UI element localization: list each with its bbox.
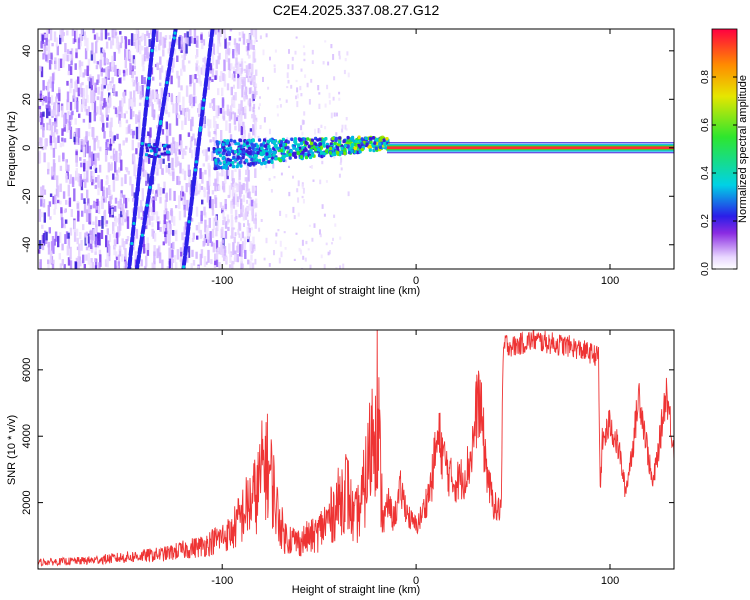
figure-title: C2E4.2025.337.08.27.G12 — [273, 2, 440, 18]
snr-ylabel: SNR (10 * v/v) — [6, 415, 18, 485]
spectrogram-ylabel: Frequency (Hz) — [6, 111, 18, 187]
colorbar-label: Normalized spectral amplitude — [737, 75, 749, 223]
colorbar-tick-label: 0.0 — [700, 262, 711, 276]
colorbar-tick-label: 0.6 — [700, 118, 711, 132]
snr-frame — [37, 329, 675, 570]
spectrogram-ytick-label: -40 — [21, 237, 33, 253]
spectrogram-panel: -100 0 100 -40 -20 0 20 40 Height of straight l… — [6, 28, 675, 297]
spectrogram-ytick-label: 20 — [21, 93, 33, 105]
snr-ytick-label: 4000 — [21, 424, 33, 448]
snr-axes: -100 0 100 2000 4000 6000 — [21, 330, 674, 587]
snr-xtick-label: 0 — [413, 575, 419, 587]
snr-xtick-label: -100 — [211, 575, 233, 587]
spectrogram-xlabel: Height of straight line (km) — [292, 285, 420, 297]
colorbar-gradient — [711, 28, 738, 270]
spectrogram-frame — [37, 28, 675, 270]
snr-panel: -100 0 100 2000 4000 6000 Height of straight … — [6, 329, 675, 596]
spectrogram-axes: -100 0 100 -40 -20 0 20 40 — [21, 29, 674, 287]
snr-series — [38, 330, 674, 567]
colorbar-tick-label: 0.2 — [700, 214, 711, 228]
spectrogram-ytick-label: 0 — [21, 145, 33, 151]
colorbar: 0.0 0.2 0.4 0.6 0.8 Normalized spectral ampl… — [700, 28, 749, 276]
spectrogram-xtick-label: -100 — [211, 275, 233, 287]
spectrogram-xtick-label: 100 — [601, 275, 619, 287]
colorbar-tick-label: 0.8 — [700, 70, 711, 84]
snr-line — [38, 330, 674, 567]
colorbar-tick-label: 0.4 — [700, 166, 711, 180]
colorbar-ticks: 0.0 0.2 0.4 0.6 0.8 — [700, 70, 737, 276]
spectrogram-xtick-label: 0 — [413, 275, 419, 287]
snr-ytick-label: 2000 — [21, 490, 33, 514]
snr-xtick-label: 100 — [601, 575, 619, 587]
spectrogram-ytick-label: 40 — [21, 45, 33, 57]
spectrogram-ytick-label: -20 — [21, 188, 33, 204]
snr-xlabel: Height of straight line (km) — [292, 584, 420, 596]
spectrogram-heatmap — [38, 29, 674, 269]
snr-ytick-label: 6000 — [21, 358, 33, 382]
